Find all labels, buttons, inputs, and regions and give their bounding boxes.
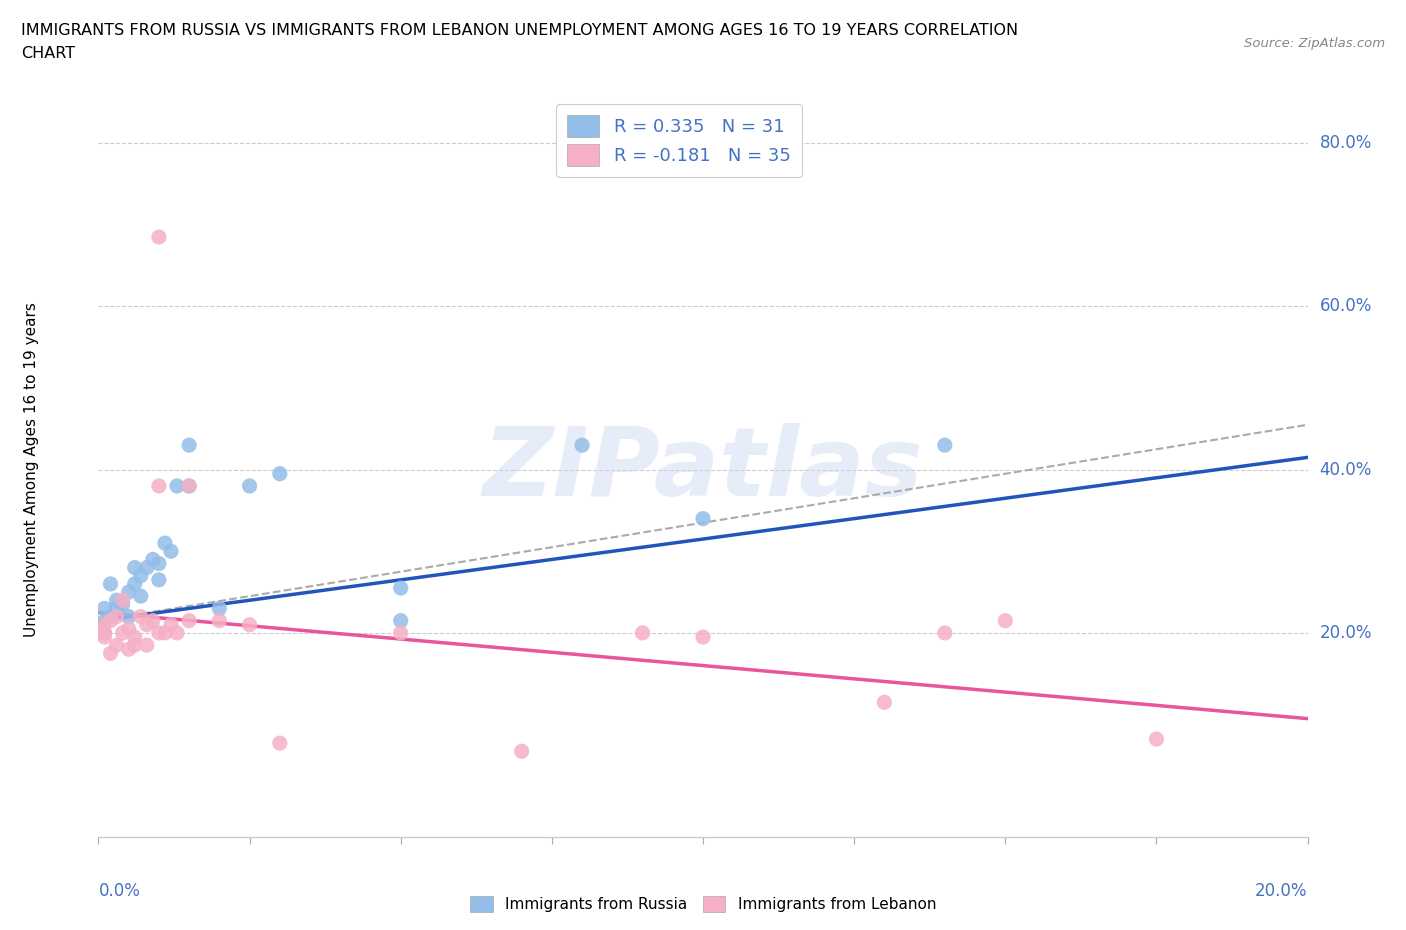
Point — [93, 626, 115, 641]
Point — [389, 580, 412, 595]
Point — [166, 626, 188, 641]
Point — [118, 585, 141, 600]
Point — [142, 613, 165, 628]
Point — [93, 618, 115, 632]
Point — [105, 609, 128, 624]
Point — [129, 609, 152, 624]
Point — [179, 438, 201, 453]
Point — [135, 618, 157, 632]
Point — [160, 618, 183, 632]
Point — [389, 613, 412, 628]
Point — [269, 466, 291, 481]
Point — [148, 230, 170, 245]
Point — [153, 626, 176, 641]
Point — [111, 597, 134, 612]
Point — [510, 744, 533, 759]
Point — [148, 556, 170, 571]
Point — [142, 552, 165, 567]
Point — [692, 512, 714, 526]
Point — [111, 626, 134, 641]
Point — [208, 613, 231, 628]
Point — [934, 626, 956, 641]
Point — [124, 560, 146, 575]
Point — [105, 601, 128, 616]
Point — [239, 618, 262, 632]
Point — [111, 592, 134, 607]
Point — [105, 638, 128, 653]
Text: ZIPatlas: ZIPatlas — [482, 423, 924, 516]
Text: 80.0%: 80.0% — [1320, 134, 1372, 153]
Point — [239, 479, 262, 494]
Point — [105, 592, 128, 607]
Point — [118, 609, 141, 624]
Point — [93, 626, 115, 641]
Point — [179, 479, 201, 494]
Point — [571, 438, 593, 453]
Point — [148, 572, 170, 588]
Point — [100, 577, 122, 591]
Text: 20.0%: 20.0% — [1256, 882, 1308, 900]
Point — [148, 479, 170, 494]
Point — [100, 609, 122, 624]
Point — [153, 536, 176, 551]
Point — [135, 638, 157, 653]
Point — [118, 621, 141, 636]
Point — [124, 577, 146, 591]
Point — [1144, 732, 1167, 747]
Point — [93, 601, 115, 616]
Point — [179, 479, 201, 494]
Text: Unemployment Among Ages 16 to 19 years: Unemployment Among Ages 16 to 19 years — [24, 302, 39, 637]
Point — [269, 736, 291, 751]
Point — [934, 438, 956, 453]
Point — [135, 560, 157, 575]
Text: 0.0%: 0.0% — [98, 882, 141, 900]
Text: 40.0%: 40.0% — [1320, 460, 1372, 479]
Point — [208, 601, 231, 616]
Point — [389, 626, 412, 641]
Point — [124, 630, 146, 644]
Point — [93, 630, 115, 644]
Point — [124, 638, 146, 653]
Point — [100, 645, 122, 660]
Legend: Immigrants from Russia, Immigrants from Lebanon: Immigrants from Russia, Immigrants from … — [463, 889, 943, 920]
Point — [631, 626, 654, 641]
Point — [873, 695, 896, 710]
Point — [692, 630, 714, 644]
Point — [148, 626, 170, 641]
Point — [129, 589, 152, 604]
Point — [129, 568, 152, 583]
Text: 60.0%: 60.0% — [1320, 298, 1372, 315]
Point — [93, 613, 115, 628]
Point — [179, 613, 201, 628]
Point — [118, 642, 141, 657]
Point — [994, 613, 1017, 628]
Text: 20.0%: 20.0% — [1320, 624, 1372, 642]
Point — [160, 544, 183, 559]
Text: Source: ZipAtlas.com: Source: ZipAtlas.com — [1244, 37, 1385, 50]
Point — [166, 479, 188, 494]
Point — [100, 613, 122, 628]
Text: IMMIGRANTS FROM RUSSIA VS IMMIGRANTS FROM LEBANON UNEMPLOYMENT AMONG AGES 16 TO : IMMIGRANTS FROM RUSSIA VS IMMIGRANTS FRO… — [21, 23, 1018, 38]
Text: CHART: CHART — [21, 46, 75, 61]
